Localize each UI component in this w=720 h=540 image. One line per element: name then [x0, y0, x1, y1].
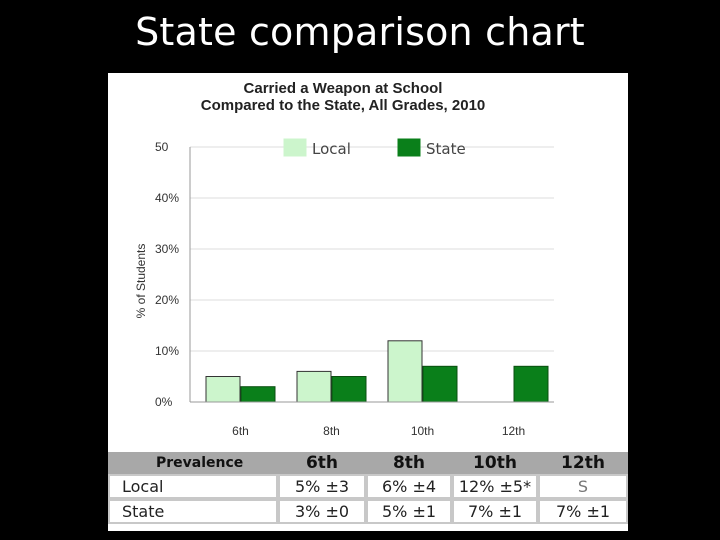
table-row-state: State 3% ±0 5% ±1 7% ±1 7% ±1 [108, 499, 628, 524]
bar-local [205, 376, 241, 403]
x-tick-label: 8th [323, 424, 340, 438]
y-tick-label: 30% [155, 242, 179, 256]
table-row-local: Local 5% ±3 6% ±4 12% ±5* S [108, 474, 628, 499]
x-tick-labels: 6th 8th 10th 12th [232, 424, 525, 438]
bar-state [422, 365, 458, 403]
legend-swatch-state [397, 138, 421, 157]
chart-title: Carried a Weapon at School [244, 80, 443, 97]
row-label: Local [108, 474, 278, 499]
y-tick-label: 50 [155, 140, 169, 154]
table-cell: 12% ±5* [452, 474, 538, 499]
table-header-row: Prevalence 6th 8th 10th 12th [108, 452, 628, 474]
table-cell: 7% ±1 [452, 499, 538, 524]
chart-subtitle: Compared to the State, All Grades, 2010 [201, 97, 486, 114]
y-tick-label: 0% [155, 395, 173, 409]
table-cell: 7% ±1 [538, 499, 628, 524]
table-header-grade: 10th [452, 452, 538, 474]
table-cell: 6% ±4 [366, 474, 452, 499]
x-tick-label: 6th [232, 424, 249, 438]
table-header-grade: 6th [278, 452, 366, 474]
x-tick-label: 10th [411, 424, 434, 438]
table-cell: S [538, 474, 628, 499]
prevalence-table: Prevalence 6th 8th 10th 12th Local 5% ±3… [108, 452, 628, 524]
table-header-grade: 12th [538, 452, 628, 474]
bar-state [240, 386, 276, 403]
bar-local [387, 340, 423, 403]
bars [205, 340, 549, 403]
grid-lines [190, 146, 554, 352]
row-label: State [108, 499, 278, 524]
y-tick-label: 40% [155, 191, 179, 205]
table-cell: 5% ±1 [366, 499, 452, 524]
y-tick-label: 20% [155, 293, 179, 307]
legend-swatch-local [283, 138, 307, 157]
legend: Local State [283, 138, 466, 158]
legend-label-state: State [426, 140, 466, 158]
table-cell: 3% ±0 [278, 499, 366, 524]
bar-state [513, 365, 549, 403]
slide-title: State comparison chart [135, 10, 585, 54]
bar-local [296, 370, 332, 403]
table-header-prevalence: Prevalence [108, 452, 278, 474]
legend-label-local: Local [312, 140, 351, 158]
table-header-grade: 8th [366, 452, 452, 474]
y-tick-labels: 0% 10% 20% 30% 40% 50 [155, 140, 179, 409]
bar-chart: Carried a Weapon at School Compared to t… [134, 80, 554, 438]
y-axis-label: % of Students [134, 244, 148, 319]
bar-state [331, 376, 367, 403]
x-tick-label: 12th [502, 424, 525, 438]
y-tick-label: 10% [155, 344, 179, 358]
table-cell: 5% ±3 [278, 474, 366, 499]
